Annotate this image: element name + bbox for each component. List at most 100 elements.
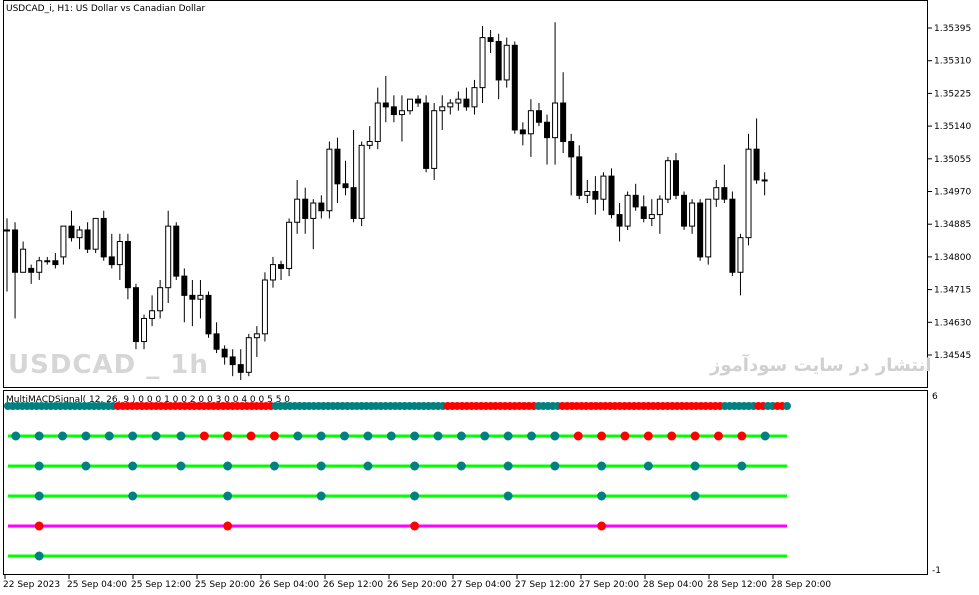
y-tick-label: 1.35225 <box>934 89 971 99</box>
candle-body <box>519 129 526 135</box>
x-tick-label: 28 Sep 12:00 <box>707 580 767 590</box>
candle-body <box>439 106 446 112</box>
candle-body <box>616 214 623 227</box>
signal-dot <box>34 431 44 441</box>
candle-body <box>447 102 454 108</box>
x-tick-label: 25 Sep 20:00 <box>195 580 255 590</box>
candle-body <box>189 294 196 300</box>
signal-dot <box>58 431 68 441</box>
signal-dot <box>503 431 513 441</box>
signal-dot <box>104 431 114 441</box>
candle-body <box>455 98 462 104</box>
x-tick-label: 27 Sep 12:00 <box>515 580 575 590</box>
candle-body <box>471 87 478 108</box>
candle-body <box>20 248 27 273</box>
x-tick-label: 28 Sep 20:00 <box>771 580 831 590</box>
candle-body <box>294 198 301 223</box>
signal-dot <box>316 461 326 471</box>
candle-body <box>4 229 10 232</box>
candle-body <box>44 260 51 263</box>
candle-body <box>576 156 583 196</box>
signal-dot <box>713 431 723 441</box>
candle-body <box>310 202 317 219</box>
candle-body <box>761 179 768 182</box>
candle-body <box>181 275 188 296</box>
candle-body <box>664 160 671 200</box>
signal-dot <box>81 431 91 441</box>
signal-dot <box>643 461 653 471</box>
candle-body <box>92 217 99 250</box>
indicator-pane[interactable] <box>3 390 928 575</box>
signal-dot <box>81 461 91 471</box>
candle-body <box>36 260 43 273</box>
candle-body <box>84 229 91 250</box>
candle-body <box>753 148 760 181</box>
signal-dot <box>690 491 700 501</box>
candle-body <box>681 194 688 227</box>
x-tick-label: 25 Sep 12:00 <box>131 580 191 590</box>
candle-body <box>463 98 470 108</box>
candle-body <box>28 267 35 273</box>
candle-body <box>141 317 148 343</box>
x-tick-label: 25 Sep 04:00 <box>67 580 127 590</box>
y-tick-label: 1.34970 <box>934 188 971 198</box>
candle-body <box>721 187 728 200</box>
candle-body <box>656 198 663 216</box>
signal-dot <box>34 491 44 501</box>
indicator-scale-max: 6 <box>932 392 938 402</box>
signal-dot <box>550 431 560 441</box>
signal-dot <box>597 521 607 531</box>
candle-body <box>100 217 107 258</box>
candle-body <box>157 287 164 312</box>
candle-body <box>60 225 67 258</box>
candle-body <box>495 40 502 81</box>
x-tick-label: 26 Sep 12:00 <box>323 580 383 590</box>
candle-body <box>729 198 736 273</box>
signal-dot <box>597 491 607 501</box>
candle-body <box>398 110 405 116</box>
signal-dot <box>410 521 420 531</box>
y-tick-label: 1.34885 <box>934 220 971 230</box>
candle-body <box>253 333 260 339</box>
signal-dot <box>783 402 791 410</box>
candle-body <box>221 348 228 358</box>
candle-body <box>415 98 422 104</box>
candle-body <box>173 225 180 277</box>
y-tick-label: 1.34630 <box>934 318 971 328</box>
candle-body <box>278 264 285 269</box>
candle-body <box>672 160 679 196</box>
candle-body <box>68 225 75 239</box>
signal-dot <box>643 431 653 441</box>
candle-body <box>269 264 276 281</box>
candle-body <box>568 140 575 158</box>
candle-body <box>229 356 236 366</box>
signal-dot <box>597 461 607 471</box>
signal-dot <box>269 461 279 471</box>
signal-dot <box>316 431 326 441</box>
signal-dot <box>128 461 138 471</box>
signal-dot <box>34 461 44 471</box>
signal-dot <box>480 431 490 441</box>
candle-body <box>197 294 204 300</box>
candle-body <box>592 191 599 200</box>
signal-dot <box>667 431 677 441</box>
signal-dot <box>456 431 466 441</box>
y-tick-label: 1.35395 <box>934 24 971 34</box>
signal-dot <box>223 461 233 471</box>
candle-body <box>431 110 438 169</box>
signal-dot <box>410 461 420 471</box>
candle-body <box>132 287 139 343</box>
signal-dot <box>128 431 138 441</box>
signal-dot <box>737 431 747 441</box>
signal-dot <box>128 491 138 501</box>
candle-body <box>149 310 156 319</box>
signal-dot <box>34 521 44 531</box>
signal-dot <box>223 521 233 531</box>
candle-body <box>624 194 631 227</box>
x-tick-label: 27 Sep 04:00 <box>451 580 511 590</box>
signal-dot <box>316 491 326 501</box>
signal-dot <box>223 491 233 501</box>
candle-body <box>261 279 268 335</box>
price-chart-pane[interactable] <box>3 0 928 388</box>
x-tick-label: 28 Sep 04:00 <box>643 580 703 590</box>
